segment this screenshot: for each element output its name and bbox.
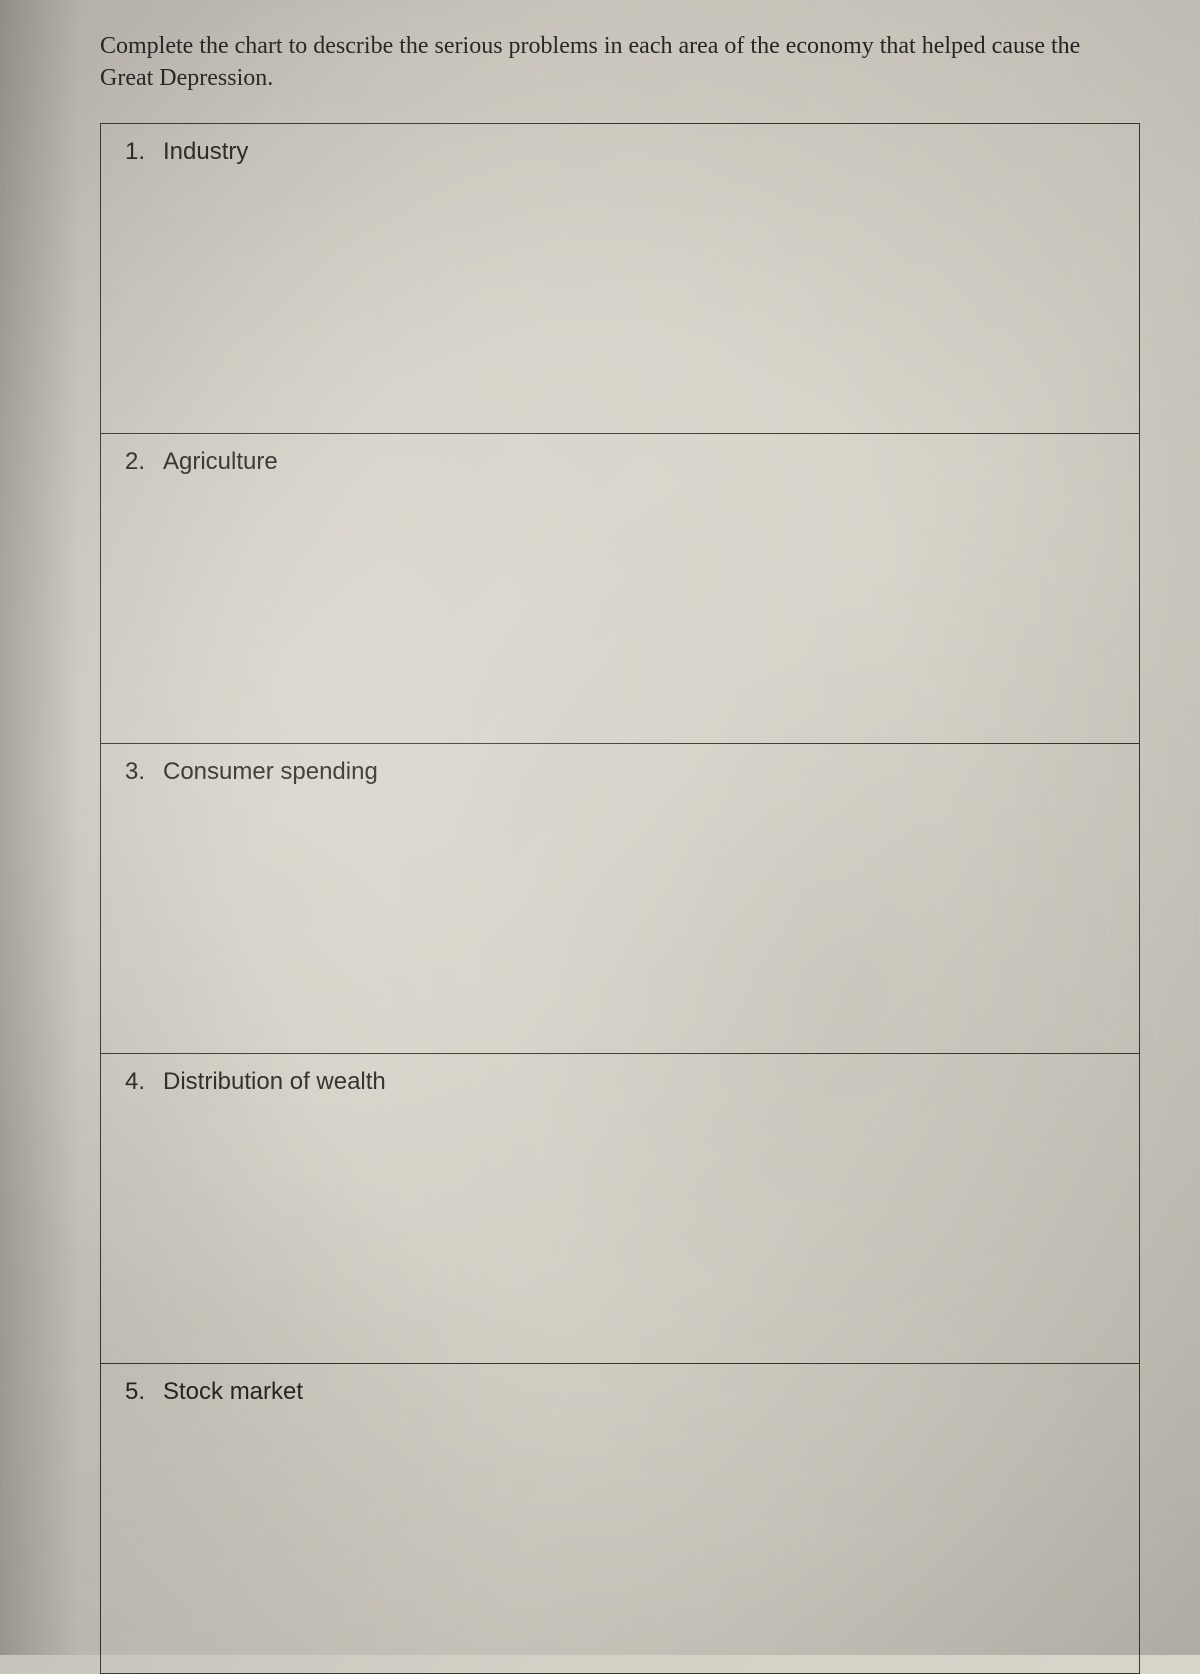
row-number: 1. (125, 138, 147, 166)
table-row[interactable]: 2. Agriculture (101, 433, 1140, 743)
row-label: Stock market (163, 1378, 303, 1406)
row-number: 5. (125, 1378, 147, 1406)
row-number: 3. (125, 758, 147, 786)
instruction-text: Complete the chart to describe the serio… (100, 30, 1140, 95)
row-label: Agriculture (163, 448, 278, 476)
table-row[interactable]: 3. Consumer spending (101, 743, 1140, 1053)
row-number: 2. (125, 448, 147, 476)
row-label: Distribution of wealth (163, 1068, 386, 1096)
row-number: 4. (125, 1068, 147, 1096)
table-row[interactable]: 5. Stock market (101, 1363, 1140, 1673)
table-row[interactable]: 1. Industry (101, 123, 1140, 433)
row-label: Consumer spending (163, 758, 378, 786)
table-row[interactable]: 4. Distribution of wealth (101, 1053, 1140, 1363)
row-label: Industry (163, 138, 248, 166)
depression-causes-table: 1. Industry 2. Agriculture 3. Consumer s… (100, 123, 1140, 1674)
